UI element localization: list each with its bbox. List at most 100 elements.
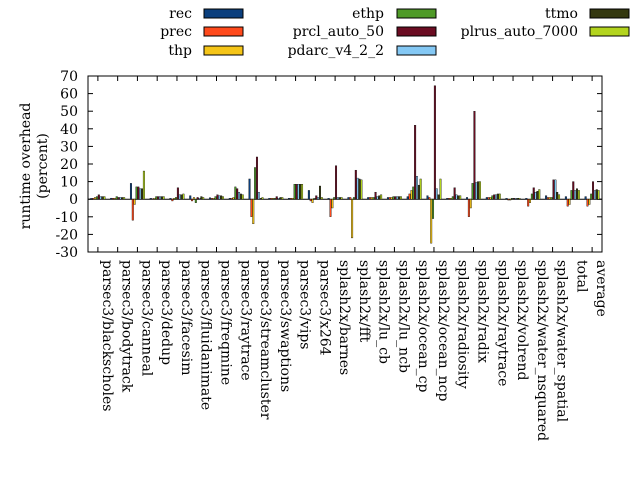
bar-prcl_auto_50-parsec3-raytrace (236, 188, 239, 200)
legend-swatch-pdarc_v4_2_2 (396, 45, 437, 56)
bar-prcl_auto_50-splash2x-radiosity (453, 187, 456, 200)
bar-thp-average (588, 199, 591, 205)
bar-plrus_auto_7000-parsec3-vips (301, 184, 304, 200)
bar-pdarc_v4_2_2-parsec3-dedup (158, 196, 161, 200)
bar-ethp-total (570, 190, 573, 200)
bar-ttmo-parsec3-blackscholes (101, 196, 104, 200)
bar-ethp-parsec3-blackscholes (95, 196, 98, 200)
bar-pdarc_v4_2_2-parsec3-streamcluster (257, 191, 260, 200)
bar-thp-splash2x-lu_ncb (390, 197, 393, 200)
x-tick-label: splash2x/barnes (336, 260, 352, 375)
bar-prec-splash2x-ocean_ncp (428, 197, 431, 200)
bar-prec-splash2x-radix (467, 199, 470, 217)
bar-ttmo-parsec3-freqmine (220, 195, 223, 200)
bar-thp-splash2x-ocean_cp (410, 190, 413, 200)
x-tick-label: parsec3/dedup (158, 260, 174, 365)
bar-rec-splash2x-lu_cb (367, 197, 370, 200)
y-tick-label: -10 (55, 210, 78, 226)
bar-plrus_auto_7000-parsec3-swaptions (281, 197, 284, 200)
bar-thp-splash2x-raytrace (489, 197, 492, 200)
x-tick-label: parsec3/canneal (138, 260, 154, 377)
bar-thp-splash2x-water_nsquared (529, 199, 532, 203)
bar-thp-parsec3-fluidanimate (192, 197, 195, 200)
bar-rec-splash2x-radiosity (446, 198, 449, 200)
bar-ttmo-splash2x-raytrace (496, 193, 499, 200)
legend-label-ethp: ethp (352, 6, 384, 22)
y-axis-label-line1: runtime overhead (18, 103, 34, 230)
bar-pdarc_v4_2_2-parsec3-swaptions (277, 198, 280, 200)
bar-pdarc_v4_2_2-splash2x-raytrace (495, 194, 498, 200)
bar-rec-parsec3-x264 (307, 190, 310, 200)
y-tick-label: 40 (60, 122, 78, 138)
bar-ttmo-parsec3-vips (299, 184, 302, 200)
bar-prcl_auto_50-splash2x-ocean_ncp (433, 85, 436, 200)
y-axis-label-line2: (percent) (35, 133, 51, 199)
legend-swatch-thp (203, 45, 244, 56)
bar-ttmo-total (575, 188, 578, 200)
bar-ttmo-splash2x-lu_cb (378, 195, 381, 200)
bar-ethp-splash2x-volrend (511, 198, 514, 200)
x-tick-label: total (573, 260, 589, 293)
bar-prec-parsec3-raytrace (230, 198, 233, 200)
bar-thp-parsec3-bodytrack (113, 198, 116, 200)
bar-prcl_auto_50-splash2x-ocean_cp (414, 125, 417, 200)
bar-prec-parsec3-swaptions (270, 198, 273, 200)
bar-ttmo-splash2x-fft (358, 178, 361, 200)
bar-pdarc_v4_2_2-parsec3-raytrace (238, 191, 241, 200)
x-tick-label: parsec3/raytrace (237, 260, 253, 381)
legend-label-pdarc_v4_2_2: pdarc_v4_2_2 (288, 43, 384, 59)
legend-swatch-ethp (396, 8, 437, 19)
x-tick-label: average (593, 260, 609, 317)
bar-prcl_auto_50-splash2x-lu_cb (374, 191, 377, 200)
bar-ttmo-splash2x-water_spatial (556, 191, 559, 200)
bar-ethp-parsec3-x264 (313, 198, 316, 200)
bar-pdarc_v4_2_2-parsec3-vips (297, 184, 300, 200)
bar-prec-parsec3-x264 (309, 199, 312, 202)
bar-prec-splash2x-water_spatial (546, 197, 549, 200)
bar-pdarc_v4_2_2-parsec3-bodytrack (119, 197, 122, 200)
bar-pdarc_v4_2_2-splash2x-ocean_cp (415, 176, 418, 200)
bar-thp-parsec3-swaptions (272, 198, 275, 200)
bar-prec-parsec3-blackscholes (92, 198, 95, 200)
x-tick-label: splash2x/lu_cb (376, 260, 392, 364)
bar-prec-parsec3-freqmine (210, 198, 213, 200)
bar-prcl_auto_50-splash2x-lu_ncb (394, 196, 397, 200)
legend-label-thp: thp (168, 43, 192, 59)
bar-thp-parsec3-canneal (133, 199, 136, 205)
bar-plrus_auto_7000-splash2x-radix (478, 181, 481, 200)
bar-thp-parsec3-raytrace (232, 197, 235, 200)
bar-pdarc_v4_2_2-parsec3-x264 (317, 197, 320, 200)
bar-thp-splash2x-barnes (331, 199, 334, 209)
bar-ethp-parsec3-raytrace (234, 186, 237, 200)
bar-prcl_auto_50-parsec3-swaptions (275, 196, 278, 200)
y-tick-label: -30 (55, 245, 78, 261)
x-tick-label: splash2x/raytrace (494, 260, 510, 386)
bar-thp-splash2x-fft (351, 199, 354, 239)
bar-thp-splash2x-water_spatial (548, 197, 551, 200)
bar-ttmo-parsec3-dedup (160, 196, 163, 200)
y-tick-label: 10 (60, 175, 78, 191)
bar-rec-splash2x-ocean_cp (406, 196, 409, 200)
bar-thp-parsec3-blackscholes (94, 197, 97, 200)
y-tick-label: 60 (60, 87, 78, 103)
bar-ethp-parsec3-fluidanimate (194, 199, 197, 203)
bar-pdarc_v4_2_2-splash2x-radiosity (455, 194, 458, 200)
bar-thp-parsec3-streamcluster (252, 199, 255, 225)
x-tick-label: splash2x/fft (356, 260, 372, 343)
bar-plrus_auto_7000-splash2x-barnes (340, 197, 343, 200)
bar-ethp-splash2x-radix (471, 183, 474, 200)
bar-plrus_auto_7000-parsec3-bodytrack (123, 197, 126, 200)
legend-swatch-ttmo (589, 8, 630, 19)
bar-plrus_auto_7000-parsec3-blackscholes (103, 196, 106, 200)
legend-label-ttmo: ttmo (545, 6, 578, 22)
bar-ttmo-parsec3-x264 (318, 185, 321, 200)
bar-plrus_auto_7000-parsec3-dedup (162, 196, 165, 200)
bar-pdarc_v4_2_2-splash2x-lu_cb (376, 196, 379, 200)
bar-ttmo-splash2x-volrend (516, 198, 519, 200)
bar-rec-splash2x-raytrace (485, 197, 488, 200)
bar-pdarc_v4_2_2-average (593, 190, 596, 200)
legend-swatch-rec (203, 8, 244, 19)
bar-plrus_auto_7000-splash2x-fft (360, 179, 363, 200)
